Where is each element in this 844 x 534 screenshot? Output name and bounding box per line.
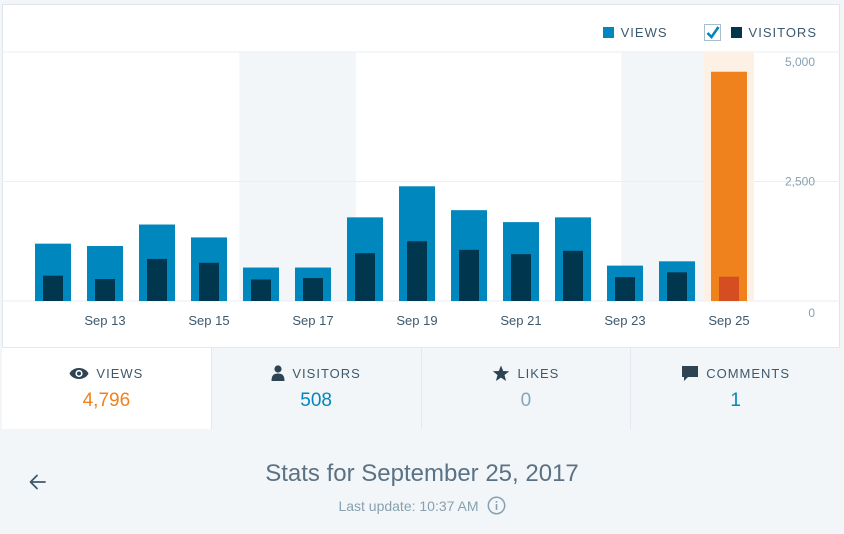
weekend-band (239, 52, 356, 301)
tab-views[interactable]: VIEWS 4,796 (2, 348, 211, 429)
visitors-bar (459, 249, 479, 301)
tab-likes-value: 0 (520, 390, 532, 411)
chart-legend: VIEWS VISITORS (602, 22, 817, 42)
comment-icon (682, 365, 699, 381)
back-arrow-icon (29, 474, 46, 490)
star-icon (493, 365, 510, 381)
x-tick-label: Sep 21 (500, 313, 541, 328)
tab-comments-label: COMMENTS (706, 365, 791, 381)
summary-tabs: VIEWS 4,796 VISITORS 508 LIKES 0 COMMENT… (2, 347, 840, 429)
visitors-bar (251, 279, 271, 301)
tab-comments-value: 1 (730, 390, 741, 411)
x-tick-label: Sep 17 (292, 313, 333, 328)
visitors-bar (95, 279, 115, 301)
visitors-bar (199, 262, 219, 301)
y-tick-label: 5,000 (785, 55, 815, 69)
visitors-bar (615, 277, 635, 301)
stats-bar-chart: Sep 13 Sep 15 Sep 17 Sep 19 Sep 21 Sep 23 Sep … (2, 51, 840, 328)
visitors-bar (147, 258, 167, 301)
checkmark-icon (706, 25, 720, 39)
last-update-text: Last update: 10:37 AM (338, 497, 479, 514)
y-tick-label: 0 (808, 306, 815, 320)
visitors-bar (667, 272, 687, 301)
last-update-line: Last update: 10:37 AM (0, 496, 844, 515)
tab-visitors-label: VISITORS (292, 365, 361, 381)
tab-likes-label: LIKES (517, 365, 560, 381)
back-button[interactable] (28, 473, 48, 496)
visitors-bar (407, 241, 427, 301)
tab-comments[interactable]: COMMENTS 1 (630, 348, 840, 429)
x-tick-label: Sep 13 (84, 313, 125, 328)
tab-likes[interactable]: LIKES 0 (420, 348, 631, 429)
visitors-bar (563, 250, 583, 301)
legend-views: VIEWS (602, 24, 668, 40)
visitors-bar (511, 254, 531, 301)
views-swatch (602, 26, 614, 38)
tab-visitors-value: 508 (300, 390, 332, 411)
person-icon (271, 365, 285, 381)
info-icon[interactable] (487, 496, 506, 515)
x-tick-label: Sep 15 (188, 313, 229, 328)
visitors-toggle-checkbox[interactable] (703, 23, 721, 41)
eye-icon (69, 367, 89, 379)
legend-views-label: VIEWS (620, 24, 668, 40)
legend-visitors[interactable]: VISITORS (703, 23, 817, 41)
x-tick-label: Sep 23 (604, 313, 645, 328)
visitors-bar (43, 275, 63, 301)
visitors-bar (355, 253, 375, 301)
x-tick-label: Sep 25 (708, 313, 749, 328)
tab-views-label: VIEWS (96, 365, 144, 381)
visitors-bar (719, 276, 739, 301)
x-tick-label: Sep 19 (396, 313, 437, 328)
y-tick-label: 2,500 (785, 175, 815, 189)
legend-visitors-label: VISITORS (748, 24, 817, 40)
views-bar (711, 71, 747, 302)
tab-visitors[interactable]: VISITORS 508 (210, 348, 421, 429)
visitors-swatch (730, 26, 742, 38)
visitors-bar (303, 278, 323, 301)
tab-views-value: 4,796 (82, 390, 131, 411)
page-title: Stats for September 25, 2017 (265, 460, 579, 487)
